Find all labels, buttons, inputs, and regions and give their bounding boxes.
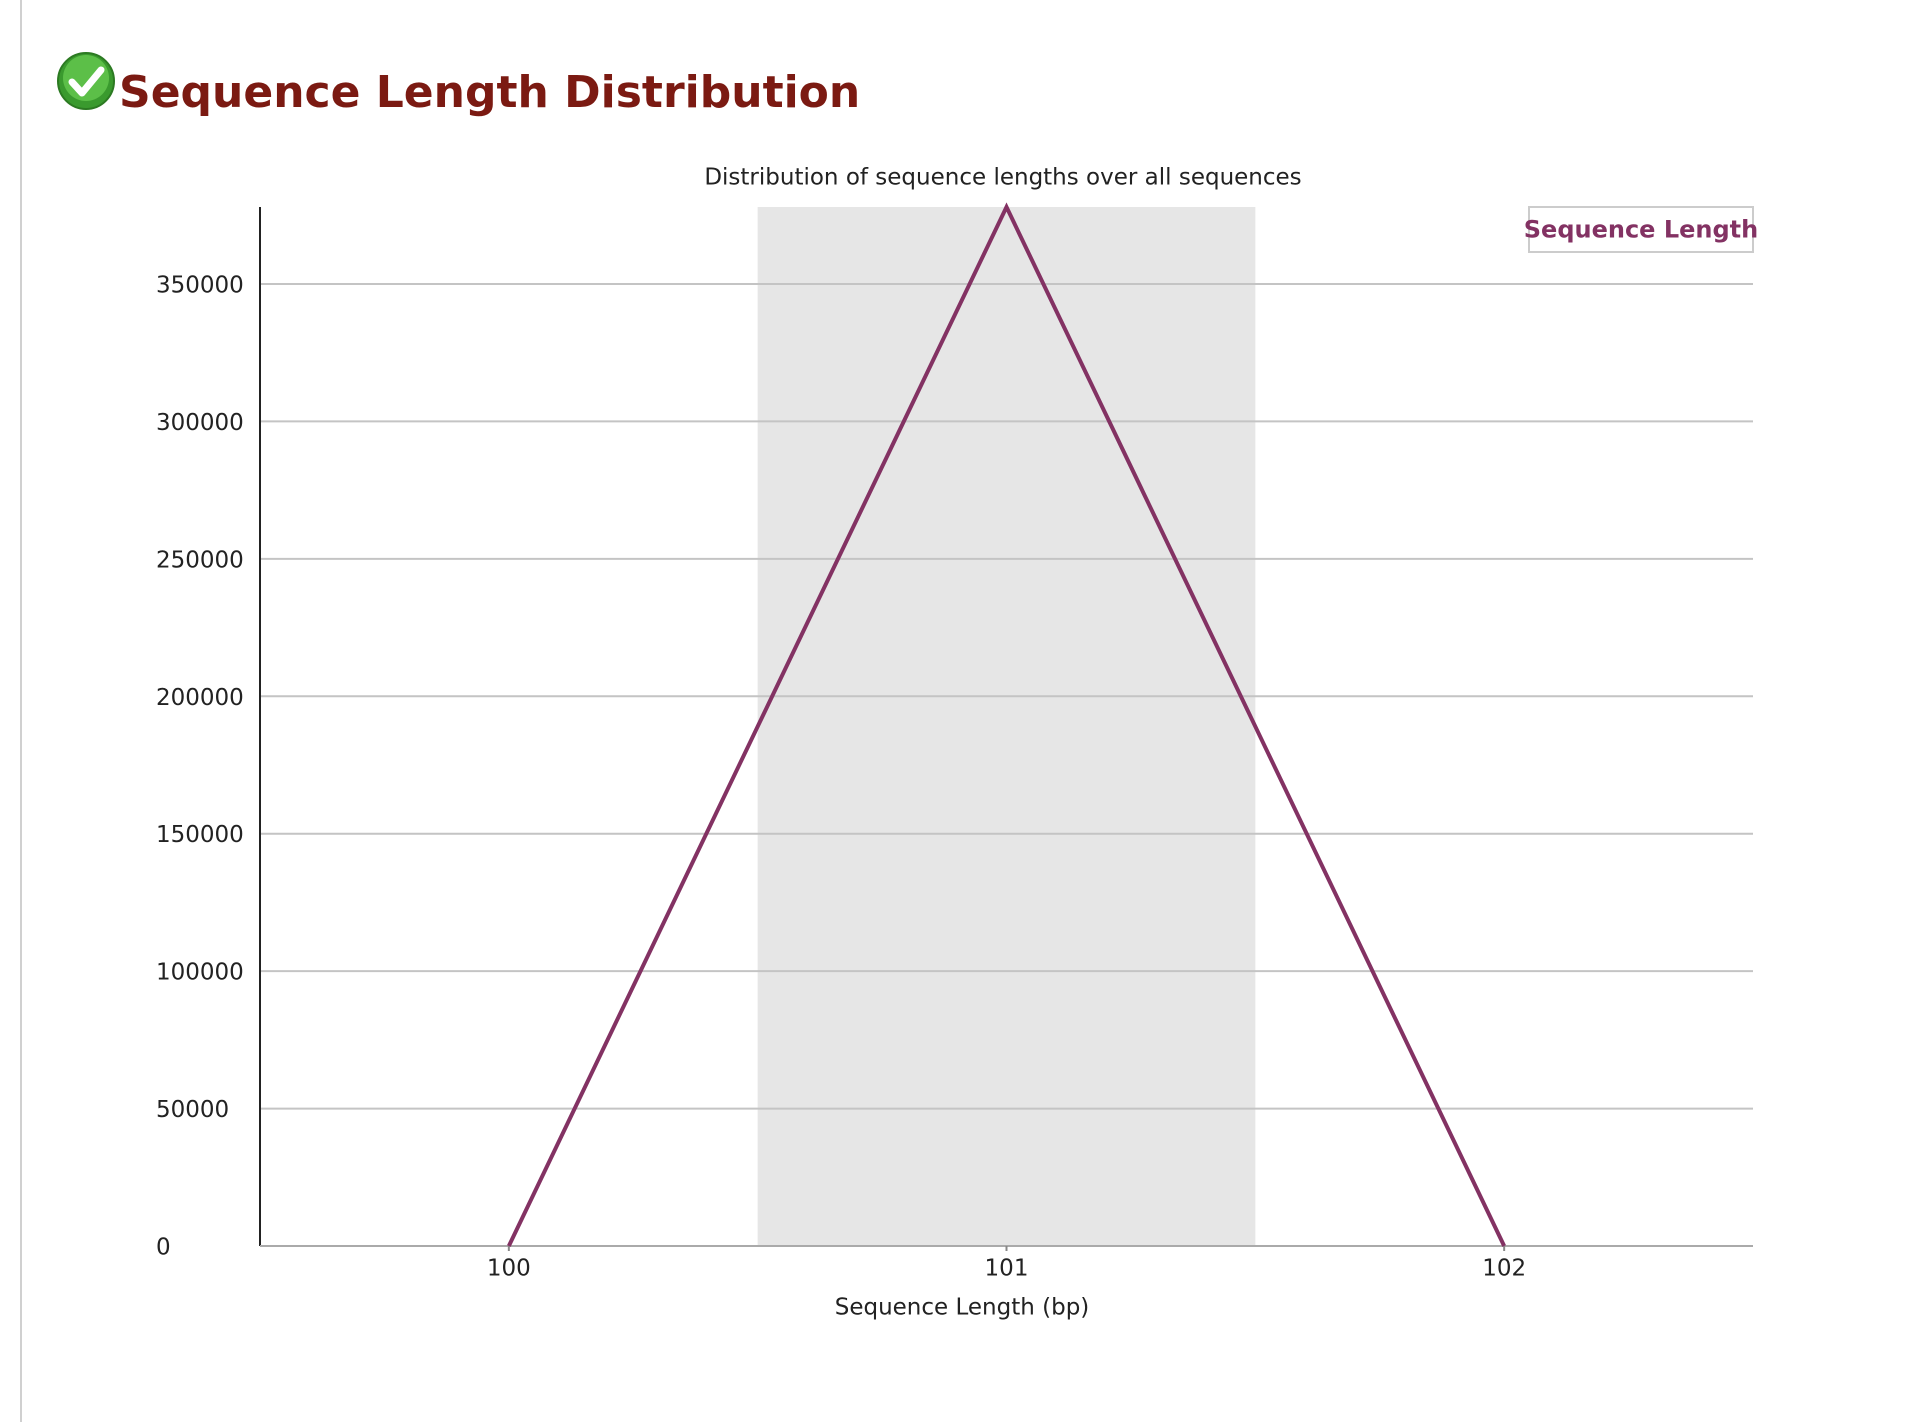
legend-label: Sequence Length [1524, 216, 1758, 244]
x-band [757, 207, 1256, 1246]
section-title: Sequence Length Distribution [119, 67, 860, 118]
y-tick-label: 200000 [156, 685, 244, 711]
y-tick-label: 250000 [156, 547, 244, 573]
x-tick-label: 101 [985, 1256, 1029, 1282]
legend-box [1528, 206, 1754, 253]
y-tick-label: 350000 [156, 272, 244, 298]
y-tick-label: 150000 [156, 822, 244, 848]
y-tick-label: 50000 [156, 1097, 229, 1123]
pass-icon [57, 52, 115, 110]
x-tick-label: 102 [1482, 1256, 1526, 1282]
y-tick-label: 300000 [156, 410, 244, 436]
y-tick-label: 0 [156, 1235, 171, 1261]
chart-title: Distribution of sequence lengths over al… [704, 165, 1301, 191]
y-tick-label: 100000 [156, 960, 244, 986]
series-line [507, 202, 1506, 1247]
x-axis-title: Sequence Length (bp) [835, 1295, 1090, 1321]
x-tick-label: 100 [487, 1256, 531, 1282]
plot: 0 50000 100000 150000 200000 250000 300000 3500… [156, 202, 1758, 1282]
